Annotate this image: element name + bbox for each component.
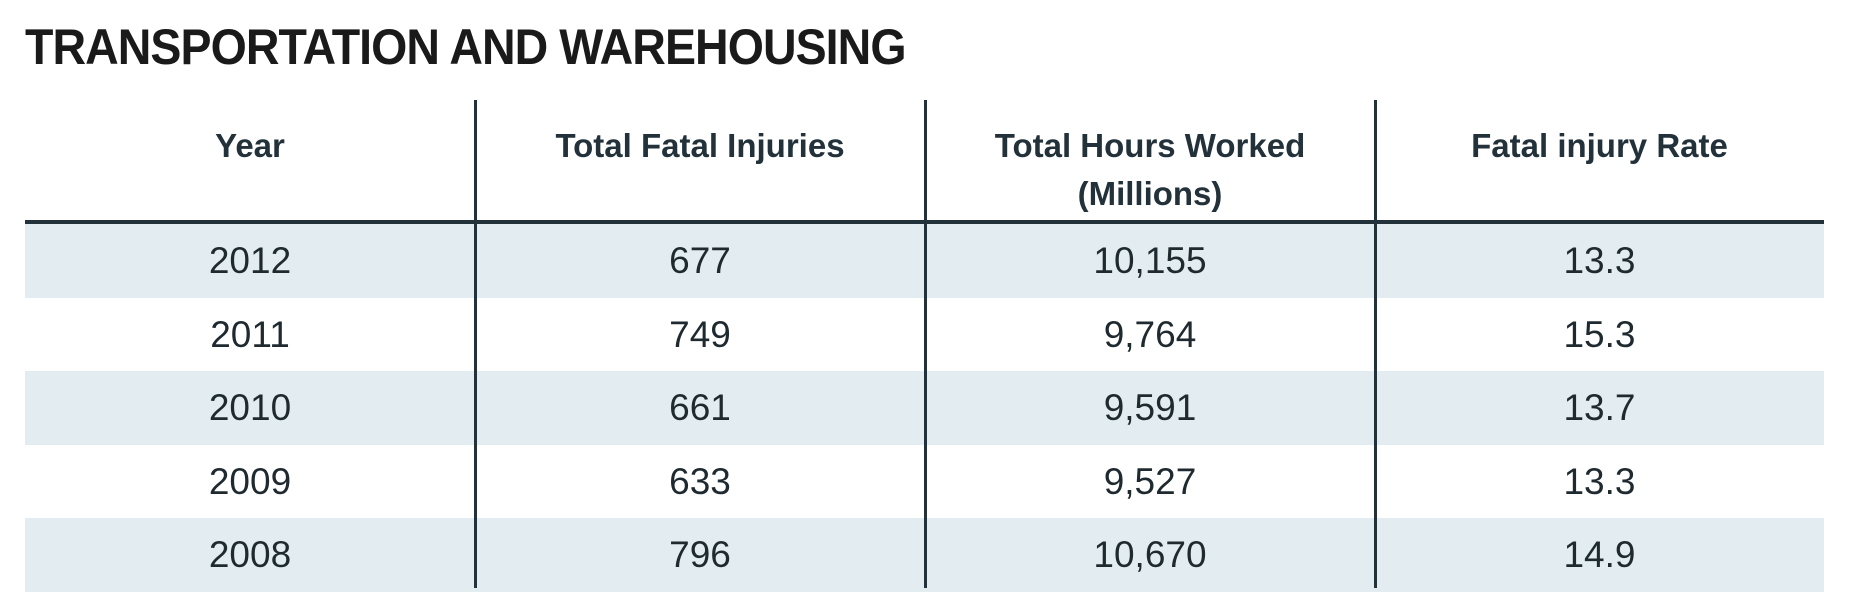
cell-injury-rate: 13.3: [1563, 460, 1636, 502]
cell-year: 2008: [208, 534, 292, 575]
cell-injury-rate: 14.9: [1563, 534, 1636, 575]
cell-year: 2012: [208, 240, 292, 281]
cell-year: 2010: [208, 387, 292, 428]
column-header-hours-worked: Total Hours Worked (Millions): [925, 100, 1375, 220]
cell-fatal-injuries: 633: [669, 460, 731, 502]
column-divider: [474, 100, 477, 588]
cell-hours-worked: 9,527: [1103, 460, 1197, 502]
cell-fatal-injuries: 661: [669, 387, 731, 428]
column-header-year: Year: [215, 127, 285, 164]
column-header-fatal-injuries: Total Fatal Injuries: [555, 127, 845, 164]
table-row: 2011 749 9,764 15.3: [25, 298, 1824, 372]
column-header-injury-rate: Fatal injury Rate: [1471, 127, 1728, 164]
column-header-hours-line2: (Millions): [1077, 175, 1223, 212]
cell-fatal-injuries: 796: [669, 534, 731, 575]
cell-fatal-injuries: 749: [669, 313, 731, 355]
cell-hours-worked: 9,591: [1103, 387, 1197, 428]
cell-injury-rate: 13.7: [1563, 387, 1636, 428]
cell-year: 2011: [210, 313, 290, 355]
cell-injury-rate: 15.3: [1563, 313, 1636, 355]
cell-year: 2009: [208, 460, 292, 502]
column-header-hours-line1: Total Hours Worked: [994, 127, 1306, 164]
page-title: TRANSPORTATION AND WAREHOUSING: [25, 19, 906, 75]
column-divider: [1374, 100, 1377, 588]
table-row: 2009 633 9,527 13.3: [25, 445, 1824, 519]
cell-hours-worked: 9,764: [1103, 313, 1197, 355]
cell-fatal-injuries: 677: [669, 240, 731, 281]
table-header: Year Total Fatal Injuries Total Hours Wo…: [25, 100, 1824, 224]
cell-hours-worked: 10,670: [1093, 534, 1207, 575]
cell-injury-rate: 13.3: [1563, 240, 1636, 281]
column-divider: [924, 100, 927, 588]
cell-hours-worked: 10,155: [1093, 240, 1207, 281]
